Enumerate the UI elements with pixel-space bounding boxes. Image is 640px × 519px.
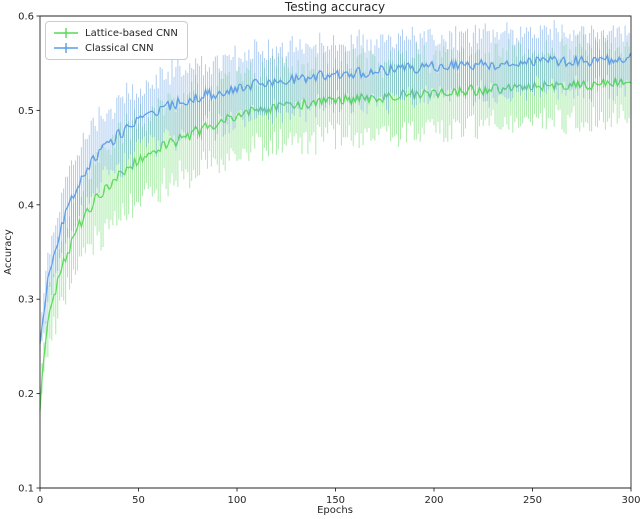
x-tick-label: 100: [227, 495, 246, 506]
plot-area: 0 50 100 150 200 250 300 0.1 0.2 0.3 0.4 0.5 0.6: [18, 12, 640, 507]
legend-item-lattice-cnn: Lattice-based CNN: [53, 27, 178, 39]
legend-label-classical-cnn: Classical CNN: [85, 42, 154, 54]
y-tick-label: 0.3: [18, 295, 34, 306]
y-tick-label: 0.5: [18, 106, 34, 117]
x-tick-label: 150: [326, 495, 345, 506]
y-axis-label: Accuracy: [3, 229, 14, 275]
legend-handle-classical-icon: [54, 43, 78, 53]
chart-title: Testing accuracy: [284, 0, 385, 14]
x-axis-label: Epochs: [317, 505, 353, 516]
y-tick-label: 0.1: [18, 484, 34, 495]
x-tick-label: 300: [621, 495, 640, 506]
legend-label-lattice-cnn: Lattice-based CNN: [85, 27, 178, 39]
legend-item-classical-cnn: Classical CNN: [53, 42, 178, 54]
legend-handle-lattice-icon: [54, 28, 78, 38]
y-tick-label: 0.4: [18, 200, 34, 211]
series-line-classical-cnn: [39, 52, 632, 344]
x-tick-label: 50: [132, 495, 145, 506]
y-tick-label: 0.6: [18, 12, 34, 23]
x-tick-label: 250: [523, 495, 542, 506]
y-tick-label: 0.2: [18, 389, 34, 400]
x-tick-label: 0: [37, 495, 43, 506]
x-tick-label: 200: [424, 495, 443, 506]
legend: Lattice-based CNN Classical CNN: [45, 21, 188, 60]
